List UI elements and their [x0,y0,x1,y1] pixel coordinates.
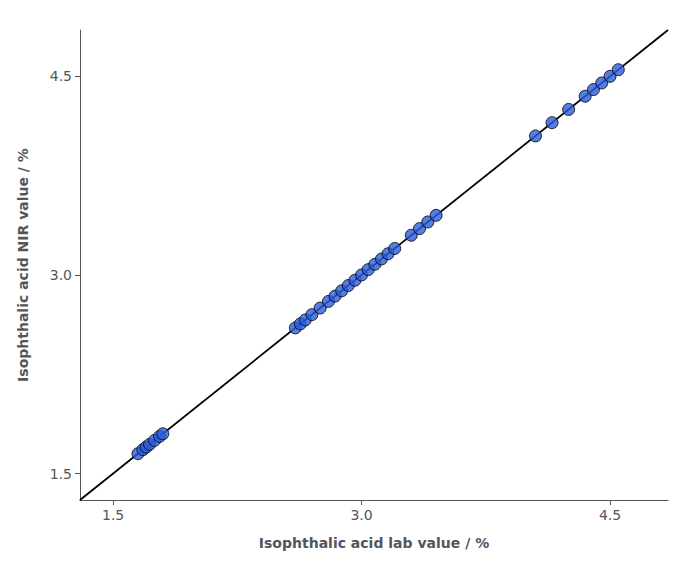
svg-text:Isophthalic acid NIR value / %: Isophthalic acid NIR value / % [15,148,31,382]
svg-text:1.5: 1.5 [102,507,124,523]
svg-text:4.5: 4.5 [50,68,72,84]
svg-text:3.0: 3.0 [50,267,72,283]
svg-text:Isophthalic acid lab value / %: Isophthalic acid lab value / % [259,535,489,551]
svg-text:4.5: 4.5 [599,507,621,523]
svg-text:3.0: 3.0 [350,507,372,523]
svg-text:1.5: 1.5 [50,466,72,482]
